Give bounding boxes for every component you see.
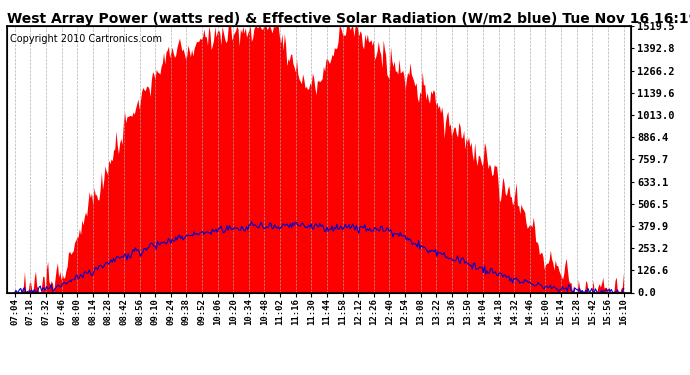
Text: West Array Power (watts red) & Effective Solar Radiation (W/m2 blue) Tue Nov 16 : West Array Power (watts red) & Effective… [7, 12, 690, 26]
Text: Copyright 2010 Cartronics.com: Copyright 2010 Cartronics.com [10, 34, 162, 44]
